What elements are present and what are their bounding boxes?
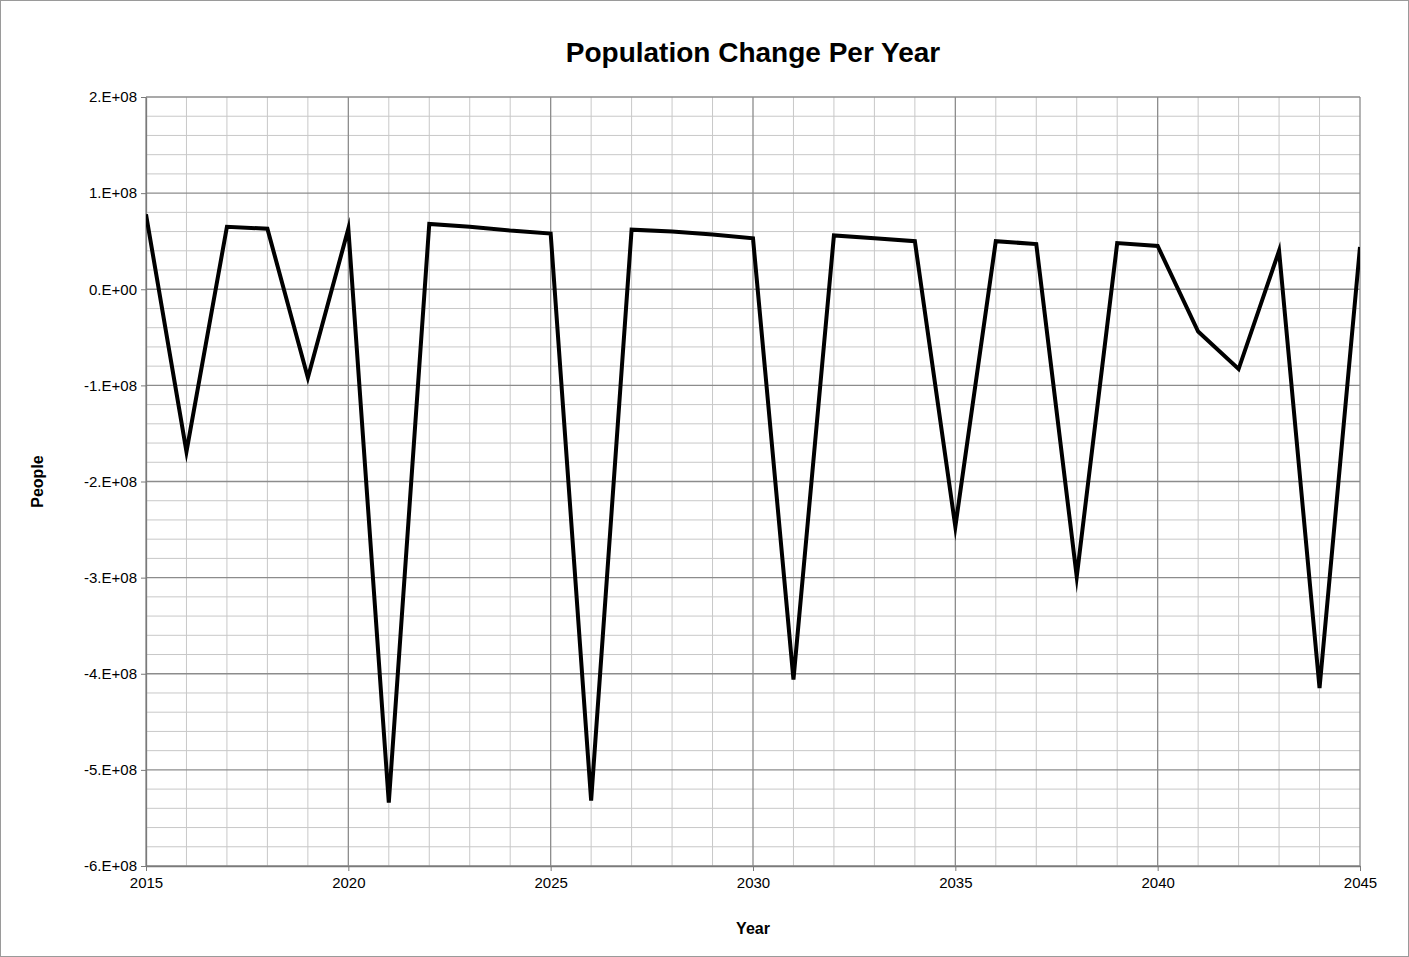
axis-line: [146, 98, 147, 867]
grid-line: [1359, 97, 1360, 866]
tick-mark: [141, 482, 146, 483]
y-axis: -6.E+08 -5.E+08 -4.E+08 -3.E+08 -2.E+08 -1.E+…: [84, 88, 146, 874]
tick-mark: [141, 770, 146, 771]
grid-line: [955, 97, 956, 866]
chart: -6.E+08 -5.E+08 -4.E+08 -3.E+08 -2.E+08 -1.E+…: [0, 0, 1409, 957]
tick: 0.E+00: [89, 281, 146, 298]
tick-mark: [141, 674, 146, 675]
tick: -6.E+08: [84, 857, 146, 874]
data-line: [146, 214, 1360, 802]
tick-mark: [141, 866, 146, 867]
tick-label: 2040: [1141, 874, 1174, 891]
tick: 2015: [130, 866, 163, 891]
tick: -3.E+08: [84, 569, 146, 586]
tick-mark: [551, 866, 552, 871]
grid-line: [752, 97, 753, 866]
tick: -4.E+08: [84, 665, 146, 682]
x-axis-title: Year: [736, 920, 770, 937]
background: [1, 1, 1409, 957]
tick-label: 2035: [939, 874, 972, 891]
tick: 1.E+08: [89, 184, 146, 201]
tick: 2030: [737, 866, 770, 891]
tick-mark: [1360, 866, 1361, 871]
tick-label: -4.E+08: [84, 665, 137, 682]
y-axis-title: People: [29, 455, 46, 508]
tick-label: 2025: [534, 874, 567, 891]
tick: 2040: [1141, 866, 1174, 891]
tick-label: 2015: [130, 874, 163, 891]
grid: [146, 97, 1360, 866]
tick: -1.E+08: [84, 377, 146, 394]
tick-mark: [348, 866, 349, 871]
grid-line: [348, 97, 349, 866]
tick-mark: [955, 866, 956, 871]
tick-mark: [141, 289, 146, 290]
tick-mark: [146, 866, 147, 871]
tick-label: -6.E+08: [84, 857, 137, 874]
tick-mark: [141, 578, 146, 579]
tick-label: 2030: [737, 874, 770, 891]
tick-label: 2045: [1344, 874, 1377, 891]
tick-label: 2.E+08: [89, 88, 137, 105]
plot-area: [146, 214, 1360, 802]
tick: -2.E+08: [84, 473, 146, 490]
tick: 2035: [939, 866, 972, 891]
tick-label: -1.E+08: [84, 377, 137, 394]
tick: 2020: [332, 866, 365, 891]
tick-label: 1.E+08: [89, 184, 137, 201]
grid-line: [1157, 97, 1158, 866]
tick-label: -5.E+08: [84, 761, 137, 778]
tick: 2025: [534, 866, 567, 891]
tick: 2.E+08: [89, 88, 146, 105]
tick: -5.E+08: [84, 761, 146, 778]
tick-mark: [1158, 866, 1159, 871]
tick-mark: [141, 97, 146, 98]
tick-label: 0.E+00: [89, 281, 137, 298]
grid-line: [550, 97, 551, 866]
title: Population Change Per Year: [566, 37, 941, 68]
tick-label: 2020: [332, 874, 365, 891]
tick: 2045: [1344, 866, 1377, 891]
tick-label: -2.E+08: [84, 473, 137, 490]
x-axis: 2015 2020 2025 2030 2035 2040 2045: [130, 866, 1377, 891]
tick-mark: [141, 193, 146, 194]
tick-label: -3.E+08: [84, 569, 137, 586]
tick-mark: [141, 385, 146, 386]
tick-mark: [753, 866, 754, 871]
